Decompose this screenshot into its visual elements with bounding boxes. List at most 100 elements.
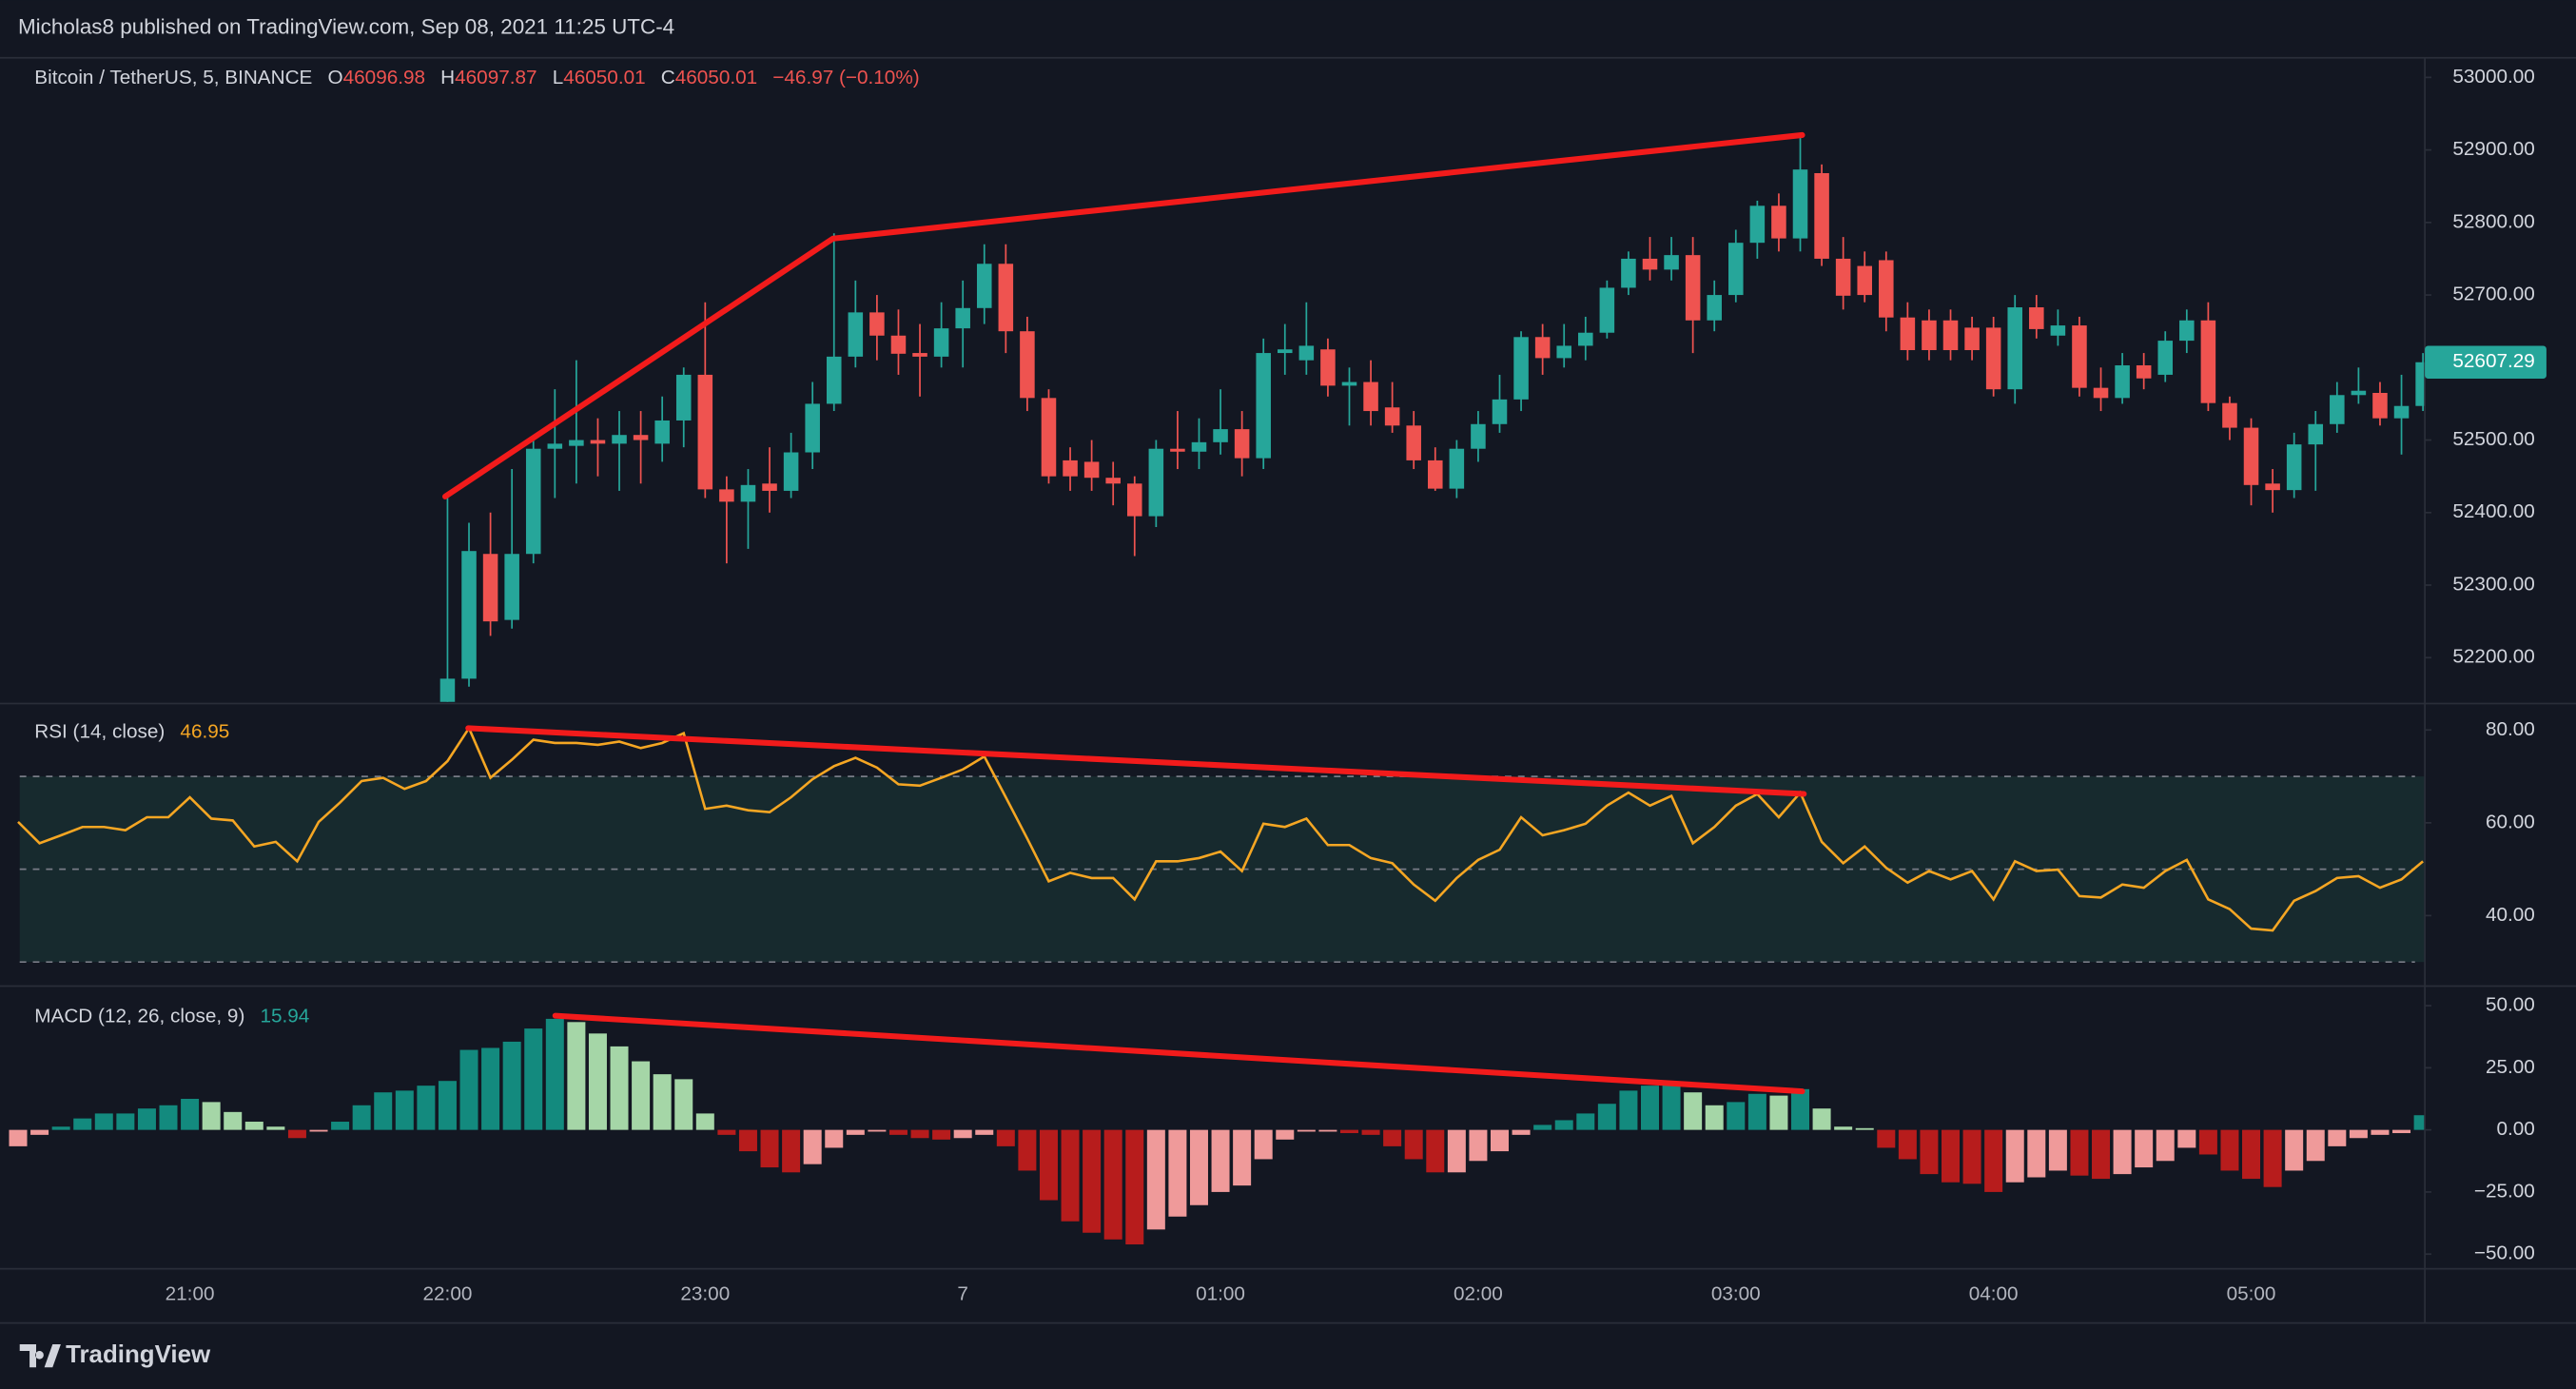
candle-body [1213, 429, 1228, 442]
macd-bar [1297, 1129, 1316, 1132]
macd-bar [695, 1113, 714, 1130]
macd-bar [1512, 1129, 1531, 1135]
macd-bar [1597, 1104, 1616, 1130]
x-tick-label: 02:00 [1454, 1283, 1503, 1305]
y-tick-label: 25.00 [2486, 1056, 2535, 1078]
candle-body [2136, 365, 2152, 379]
candle-body [2050, 325, 2066, 336]
macd-bar [2371, 1129, 2390, 1135]
macd-bar [588, 1033, 607, 1130]
macd-bar [1490, 1129, 1509, 1152]
candle-body [933, 328, 949, 357]
macd-bar [2005, 1129, 2024, 1183]
candle-body [1277, 349, 1293, 354]
y-tick-label: 52900.00 [2452, 138, 2534, 160]
macd-bar [1339, 1129, 1358, 1134]
macd-bar [438, 1081, 457, 1130]
macd-bar [1705, 1105, 1724, 1130]
candle-body [1320, 349, 1336, 386]
macd-bar [1855, 1127, 1874, 1130]
macd-bar [1877, 1129, 1896, 1148]
candle-body [1428, 460, 1443, 489]
y-tick-label: 52200.00 [2452, 646, 2534, 668]
candle-body [1964, 327, 1980, 351]
y-tick-label: −50.00 [2474, 1242, 2535, 1264]
macd-bar [524, 1028, 543, 1130]
macd-bar [2156, 1129, 2175, 1162]
price-legend: Bitcoin / TetherUS, 5, BINANCE O46096.98… [34, 68, 919, 89]
last-price-box [2425, 345, 2547, 380]
macd-bar [2220, 1129, 2239, 1171]
candle-body [2330, 395, 2345, 424]
axes: 21:00 22:00 23:00 7 01:00 02:00 03:00 04:00 05:0… [0, 56, 2576, 1324]
candle-body [1749, 205, 1766, 244]
candle-body [976, 264, 992, 308]
macd-bar [1554, 1120, 1573, 1130]
y-tick-label: 80.00 [2486, 718, 2535, 740]
macd-bar [459, 1049, 478, 1130]
macd-bar [1834, 1126, 1853, 1130]
candle-body [762, 483, 777, 491]
x-tick-label: 04:00 [1969, 1283, 2019, 1305]
y-tick-label: 40.00 [2486, 904, 2535, 926]
macd-bar [996, 1129, 1015, 1146]
y-tick-label: 52700.00 [2452, 284, 2534, 305]
macd-bar [417, 1086, 436, 1130]
macd-bar [2413, 1115, 2426, 1130]
candle-body [1513, 337, 1529, 400]
macd-bar [1576, 1113, 1595, 1130]
macd-bar [2177, 1129, 2196, 1148]
legend-key: H [440, 68, 455, 89]
macd-bar [868, 1129, 887, 1132]
candle-body [719, 489, 734, 502]
candle-body [439, 678, 456, 702]
macd-bar [2113, 1129, 2132, 1175]
candle-body [2115, 365, 2130, 399]
trend-line [552, 1012, 1805, 1095]
macd-bar [2392, 1129, 2411, 1134]
legend-change: −46.97 (−0.10%) [772, 68, 919, 89]
indicator-title: RSI (14, close) [34, 721, 165, 743]
candle-body [1792, 169, 1808, 239]
x-tick-label: 23:00 [680, 1283, 730, 1305]
macd-bar [1103, 1129, 1122, 1240]
macd-bar [1469, 1129, 1488, 1162]
divergence-lines [442, 131, 1807, 1095]
legend-value: 46097.87 [455, 68, 537, 89]
macd-bar [1662, 1082, 1681, 1130]
legend-key: O [328, 68, 343, 89]
candle-body [1835, 258, 1851, 296]
macd-bar [825, 1129, 844, 1148]
candle-body [2393, 405, 2410, 419]
macd-bar [2027, 1129, 2046, 1178]
candle-body [2179, 320, 2195, 342]
macd-bar [244, 1122, 263, 1130]
candle-body [2072, 325, 2087, 388]
indicator-value: 46.95 [180, 721, 229, 743]
candle-body [2308, 423, 2324, 445]
macd-bar [653, 1074, 672, 1130]
candle-body [783, 452, 799, 491]
trend-line [465, 725, 1807, 797]
macd-bar [1361, 1129, 1380, 1135]
macd-bar [1641, 1086, 1660, 1130]
macd-bar [1747, 1093, 1766, 1130]
macd-bar [2092, 1129, 2111, 1180]
macd-bar [1898, 1129, 1917, 1160]
macd-bar [674, 1079, 693, 1130]
macd-bar [1619, 1090, 1638, 1130]
candle-body [1083, 461, 1100, 479]
macd-bar [975, 1129, 994, 1135]
legend-value: 46050.01 [563, 68, 645, 89]
candle-body [1771, 205, 1786, 239]
candle-body [890, 335, 907, 354]
y-tick-label: 60.00 [2486, 811, 2535, 832]
macd-bar [1920, 1129, 1939, 1175]
macd-bar [2306, 1129, 2325, 1162]
candle-body [2372, 392, 2388, 419]
rsi-legend: RSI (14, close) 46.95 [34, 721, 229, 743]
legend-value: 46096.98 [343, 68, 425, 89]
macd-bar [1727, 1102, 1746, 1130]
candle-body [805, 403, 820, 453]
